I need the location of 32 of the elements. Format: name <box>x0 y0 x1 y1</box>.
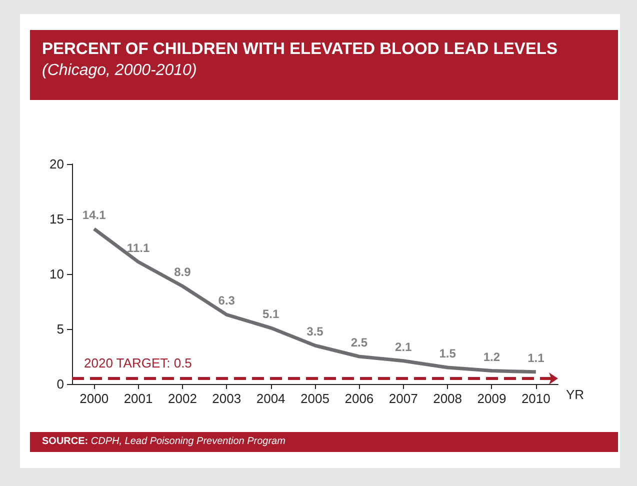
data-label: 8.9 <box>174 265 192 280</box>
x-tick-label: 2010 <box>521 391 550 406</box>
data-label: 1.5 <box>439 346 456 360</box>
data-label: 1.1 <box>528 350 545 365</box>
x-tick-label: 2008 <box>433 391 462 406</box>
y-tick-label: 0 <box>56 376 64 392</box>
y-tick-label: 20 <box>50 156 64 172</box>
y-tick-label: 15 <box>50 212 64 226</box>
data-label: 2.5 <box>350 336 368 350</box>
data-label: 6.3 <box>218 294 236 308</box>
x-tick-label: 2000 <box>80 391 109 406</box>
ref-line-label: 2020 TARGET: 0.5 <box>84 356 192 370</box>
x-tick-label: 2005 <box>300 391 330 406</box>
x-axis-title: YR <box>566 387 584 402</box>
data-label: 5.1 <box>262 306 280 321</box>
data-label: 11.1 <box>126 240 150 255</box>
x-tick-label: 2004 <box>256 391 286 406</box>
y-tick-label: 5 <box>56 322 64 336</box>
data-label: 14.1 <box>82 208 106 222</box>
data-label: 3.5 <box>306 324 324 338</box>
chart-subtitle: (Chicago, 2000-2010) <box>42 62 198 80</box>
data-label: 1.2 <box>483 350 500 364</box>
chart-title: PERCENT OF CHILDREN WITH ELEVATED BLOOD LEAD LEVELS <box>42 40 558 59</box>
x-tick-label: 2007 <box>388 391 418 406</box>
y-tick-label: 10 <box>50 266 64 282</box>
x-tick-label: 2001 <box>124 391 153 406</box>
source-note: SOURCE: CDPH, Lead Poisoning Prevention Program <box>30 432 618 452</box>
x-tick-label: 2003 <box>212 391 242 406</box>
x-tick-label: 2002 <box>168 391 197 406</box>
x-tick-label: 2009 <box>477 391 506 406</box>
data-label: 2.1 <box>395 340 412 354</box>
x-tick-label: 2006 <box>344 391 374 406</box>
